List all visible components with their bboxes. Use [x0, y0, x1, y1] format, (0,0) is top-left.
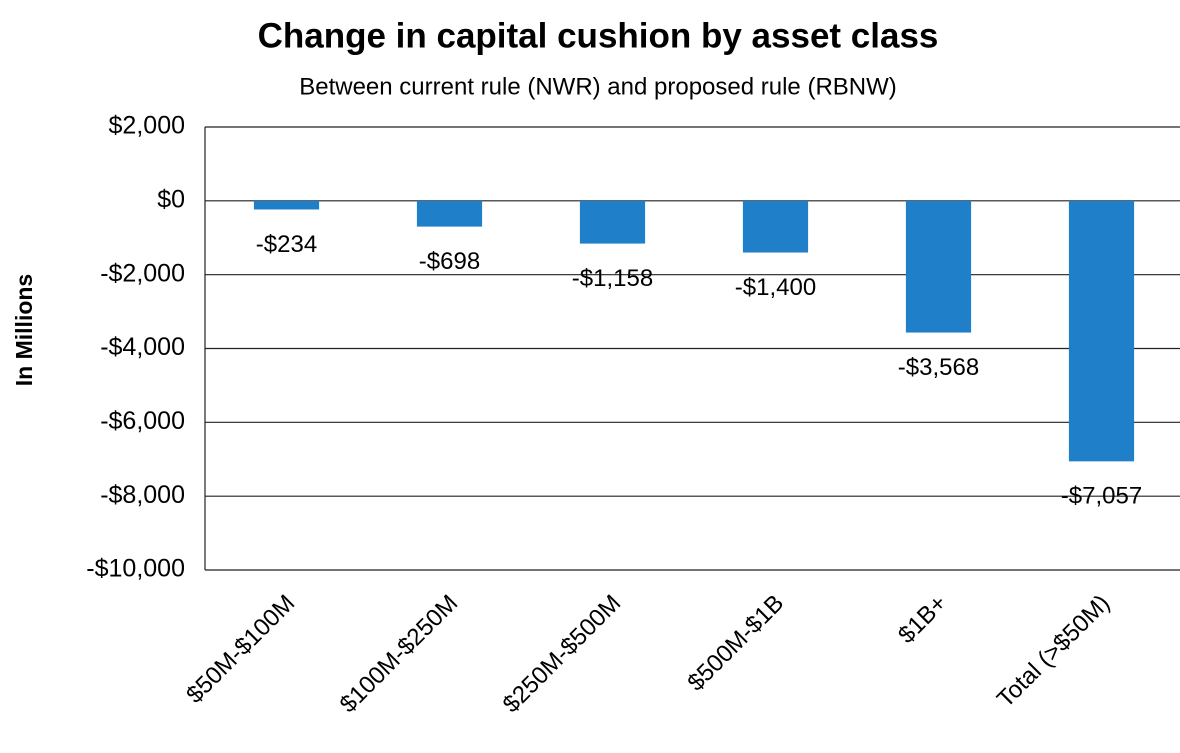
data-label: -$234: [256, 231, 317, 258]
y-axis-label: In Millions: [11, 274, 37, 386]
bar: [579, 200, 646, 244]
y-tick-label: -$6,000: [100, 407, 185, 435]
x-tick-label: $50M-$100M: [181, 590, 300, 709]
data-label: -$7,057: [1061, 483, 1142, 510]
y-tick-label: -$2,000: [100, 259, 185, 287]
y-tick-label: -$8,000: [100, 481, 185, 509]
x-tick-label: $250M-$500M: [498, 590, 627, 719]
data-label: -$3,568: [898, 354, 979, 381]
bar: [905, 200, 972, 333]
x-tick-label: Total (>$50M): [992, 590, 1115, 713]
bar: [416, 200, 483, 227]
y-tick-label: $2,000: [109, 112, 185, 140]
y-tick-label: -$4,000: [100, 333, 185, 361]
bar: [253, 200, 320, 210]
chart-title: Change in capital cushion by asset class: [258, 16, 939, 55]
x-tick-label: $1B+: [893, 590, 952, 649]
data-label: -$1,158: [572, 265, 653, 292]
y-tick-label: $0: [157, 185, 185, 213]
data-label: -$1,400: [735, 274, 816, 301]
x-tick-label: $500M-$1B: [682, 590, 789, 697]
y-tick-label: -$10,000: [86, 555, 185, 583]
data-label: -$698: [419, 248, 480, 275]
bar: [742, 200, 809, 253]
chart-subtitle: Between current rule (NWR) and proposed …: [299, 73, 897, 100]
x-tick-label: $100M-$250M: [335, 590, 464, 719]
bar: [1068, 200, 1135, 462]
